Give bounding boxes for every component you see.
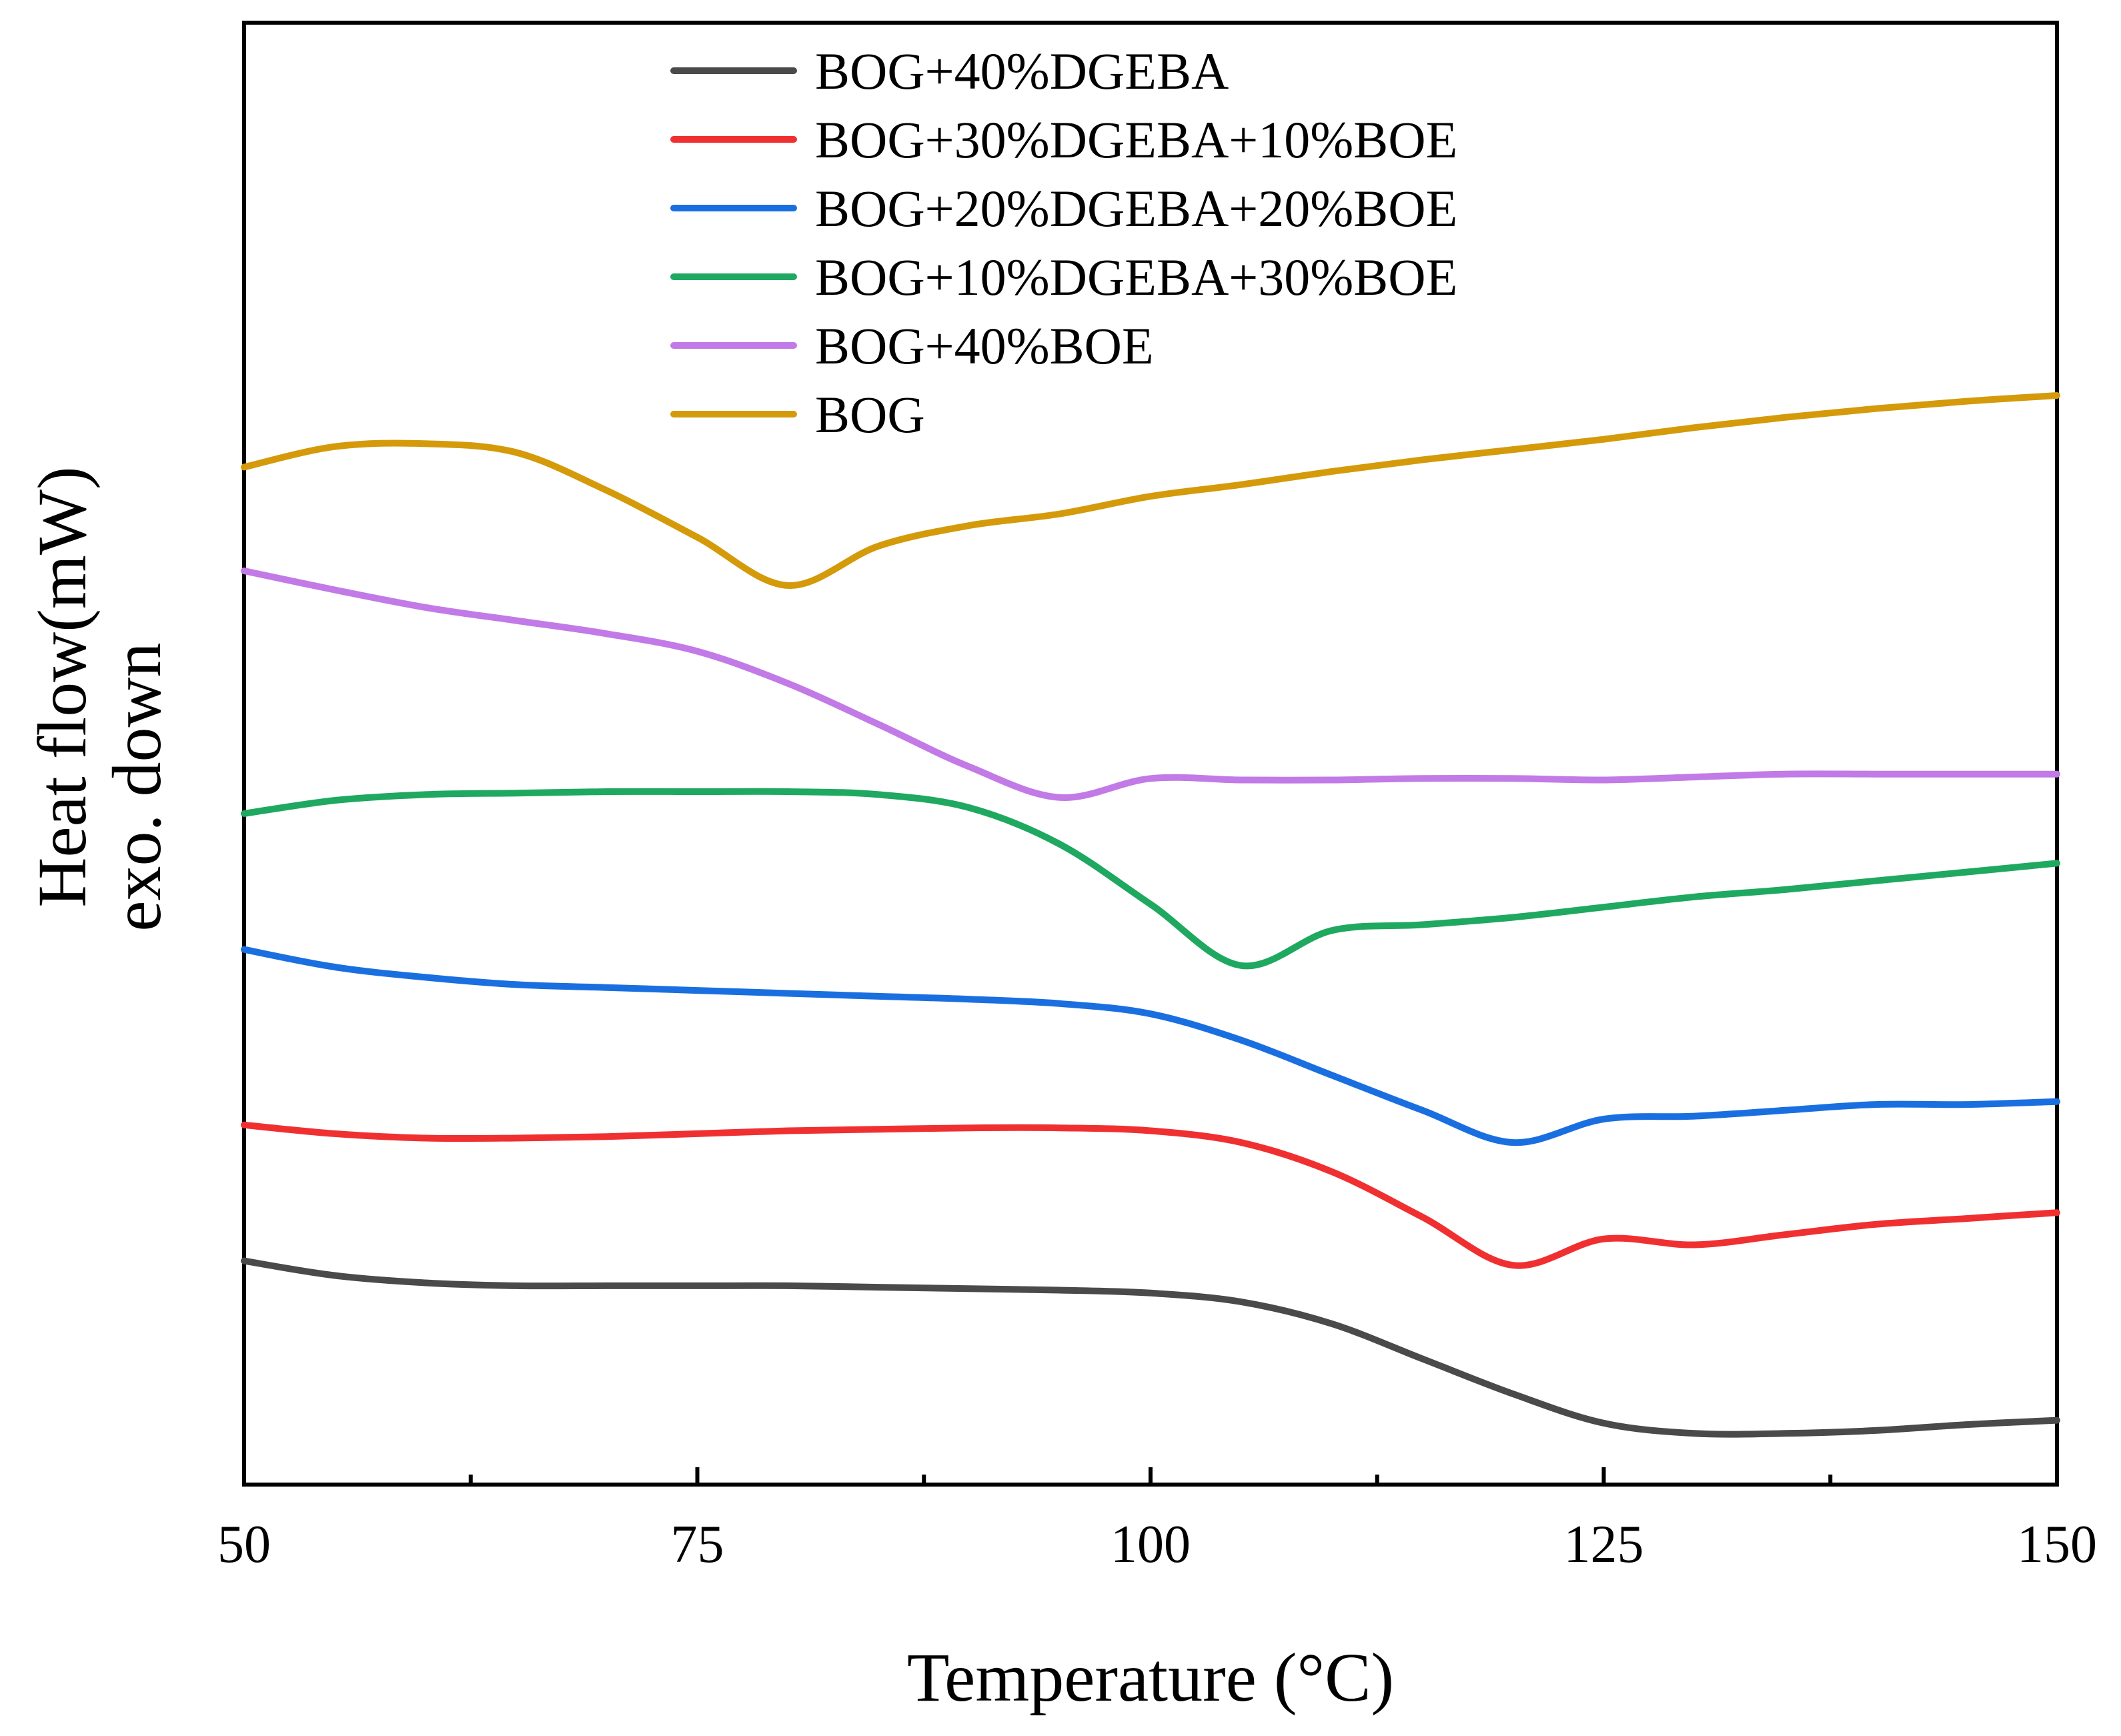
legend-label: BOG+40%DGEBA: [815, 42, 1229, 100]
series-lines: [241, 392, 2060, 1438]
x-axis-title: Temperature (°C): [907, 1639, 1394, 1716]
x-tick-label: 100: [1111, 1515, 1191, 1574]
x-tick-label: 150: [2017, 1515, 2097, 1574]
legend-label: BOG+40%BOE: [815, 317, 1154, 375]
series-line-bog-30-dgeba-10-boe: [241, 1121, 2060, 1269]
x-tick-labels: 50 75 100 125 150: [217, 1515, 2097, 1574]
x-tick-label: 75: [671, 1515, 724, 1574]
y-axis-title: Heat flow(mW): [24, 466, 101, 907]
legend-label: BOG+30%DGEBA+10%BOE: [815, 111, 1457, 169]
series-line-bog-40-boe: [241, 568, 2060, 801]
x-tick-label: 50: [217, 1515, 271, 1574]
y-axis-subtitle: exo. down: [99, 642, 175, 931]
legend-item: BOG+30%DGEBA+10%BOE: [670, 111, 1457, 169]
legend-label: BOG: [815, 385, 925, 444]
tick-marks: [242, 1467, 2059, 1485]
series-line-bog-40-dgeba: [241, 1257, 2060, 1438]
legend-label: BOG+10%DGEBA+30%BOE: [815, 248, 1457, 306]
legend-item: BOG+10%DGEBA+30%BOE: [670, 248, 1457, 306]
series-line-bog-10-dgeba-30-boe: [241, 788, 2060, 970]
legend: BOG+40%DGEBA BOG+30%DGEBA+10%BOE BOG+20%DG…: [670, 42, 1457, 444]
legend-item: BOG+40%BOE: [670, 317, 1154, 375]
x-tick-label: 125: [1564, 1515, 1644, 1574]
series-line-bog-20-dgeba-20-boe: [241, 946, 2060, 1146]
legend-label: BOG+20%DGEBA+20%BOE: [815, 179, 1457, 237]
series-line-bog: [241, 392, 2060, 589]
legend-item: BOG+40%DGEBA: [670, 42, 1229, 100]
legend-item: BOG: [670, 385, 925, 444]
legend-item: BOG+20%DGEBA+20%BOE: [670, 179, 1457, 237]
